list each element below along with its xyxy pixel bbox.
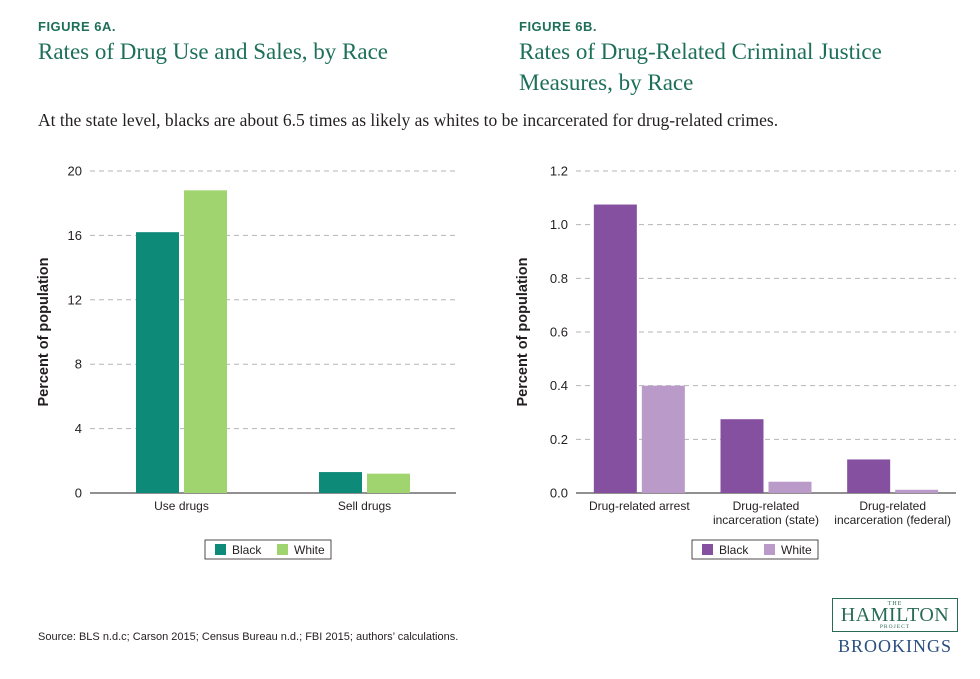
bar-white <box>367 473 410 493</box>
legend-label-black: Black <box>232 543 262 557</box>
y-tick-label: 8 <box>75 357 82 372</box>
y-tick-label: 0 <box>75 486 82 501</box>
y-axis-label: Percent of population <box>36 257 52 406</box>
x-category-label: incarceration (state) <box>713 513 819 527</box>
y-tick-label: 0.2 <box>550 432 568 447</box>
x-category-label: Drug-related arrest <box>589 499 690 513</box>
y-tick-label: 12 <box>68 292 82 307</box>
logo-the-text: THE <box>887 601 903 607</box>
bar-black <box>593 204 637 493</box>
legend-box <box>691 539 819 560</box>
bar-white <box>641 385 685 493</box>
y-tick-label: 16 <box>68 228 82 243</box>
legend-label-white: White <box>294 543 325 557</box>
bar-black <box>319 472 362 493</box>
bar-black <box>136 232 179 493</box>
x-category-label: incarceration (federal) <box>834 513 951 527</box>
source-note: Source: BLS n.d.c; Carson 2015; Census B… <box>38 631 459 643</box>
x-category-label: Drug-related <box>859 499 926 513</box>
y-tick-label: 0.6 <box>550 325 568 340</box>
y-tick-label: 4 <box>75 421 82 436</box>
y-tick-label: 0.8 <box>550 271 568 286</box>
bar-white <box>184 190 227 493</box>
x-category-label: Use drugs <box>154 499 209 513</box>
legend-swatch-white <box>764 544 775 555</box>
hamilton-project-logo: THE HAMILTON PROJECT <box>832 598 958 632</box>
figure-6b-title: Rates of Drug-Related Criminal Justice M… <box>519 39 882 95</box>
y-axis-label: Percent of population <box>515 257 531 406</box>
figure-6a-label: FIGURE 6A. <box>38 19 116 34</box>
logo-project-text: PROJECT <box>879 624 911 630</box>
legend-swatch-black <box>702 544 713 555</box>
y-tick-label: 1.2 <box>550 164 568 179</box>
bar-white <box>768 481 812 493</box>
bar-white <box>895 489 939 493</box>
y-tick-label: 0.4 <box>550 378 568 393</box>
y-tick-label: 20 <box>68 164 82 179</box>
y-tick-label: 0.0 <box>550 486 568 501</box>
brookings-logo: BROOKINGS <box>838 636 953 656</box>
figure-6b-label: FIGURE 6B. <box>519 19 597 34</box>
logo-hamilton-text: HAMILTON <box>840 604 950 626</box>
legend-swatch-white <box>277 544 288 555</box>
legend-label-black: Black <box>719 543 749 557</box>
chart-subtitle: At the state level, blacks are about 6.5… <box>38 110 779 130</box>
figure-6a-title: Rates of Drug Use and Sales, by Race <box>38 39 389 64</box>
bar-black <box>847 459 891 493</box>
legend-label-white: White <box>781 543 812 557</box>
x-category-label: Sell drugs <box>338 499 391 513</box>
legend-box <box>204 539 332 560</box>
y-tick-label: 1.0 <box>550 217 568 232</box>
x-category-label: Drug-related <box>733 499 800 513</box>
legend-swatch-black <box>215 544 226 555</box>
bar-black <box>720 419 764 493</box>
